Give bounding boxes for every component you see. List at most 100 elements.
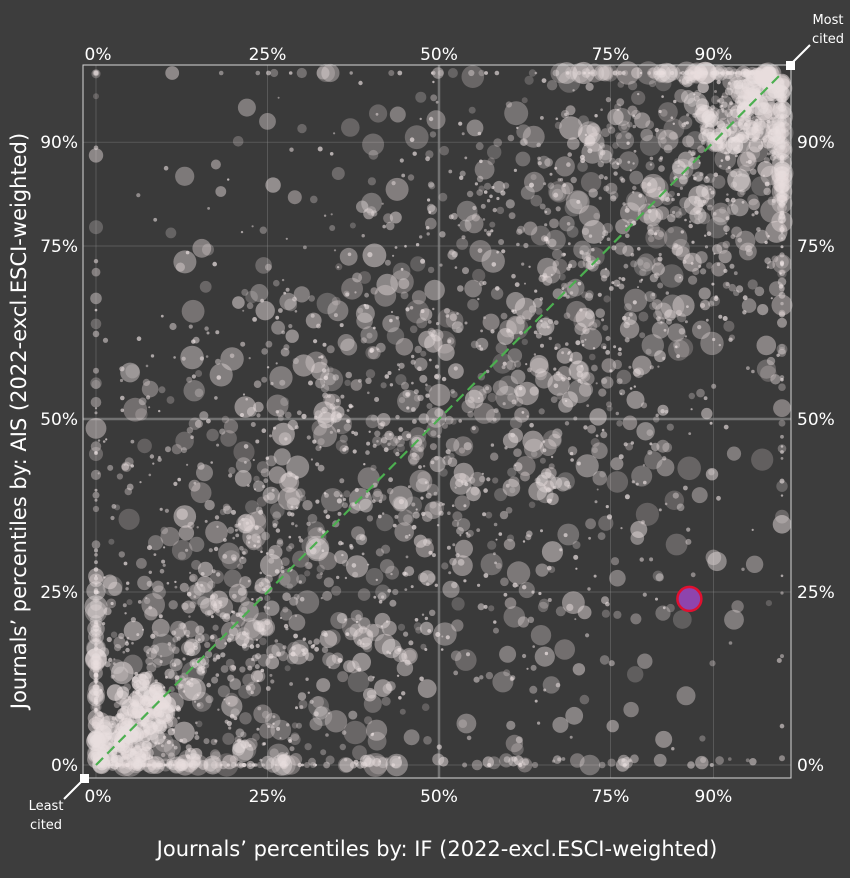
journal-point <box>240 731 247 738</box>
journal-point <box>720 159 724 162</box>
journal-point <box>388 70 395 76</box>
journal-point <box>513 168 518 172</box>
journal-point <box>495 562 502 569</box>
journal-point <box>730 197 736 203</box>
journal-point <box>394 514 399 519</box>
journal-point <box>151 759 162 771</box>
journal-point <box>204 326 209 331</box>
journal-point <box>692 267 700 276</box>
journal-point <box>448 452 455 460</box>
journal-point <box>553 367 557 371</box>
journal-point <box>531 761 539 769</box>
journal-point <box>659 70 665 76</box>
journal-point <box>374 679 392 697</box>
journal-point <box>688 432 692 435</box>
journal-point <box>420 350 427 357</box>
journal-point <box>709 763 714 767</box>
journal-point <box>466 533 471 538</box>
journal-point <box>437 343 455 361</box>
journal-point <box>719 206 727 214</box>
journal-point <box>439 263 443 267</box>
journal-point <box>261 763 266 767</box>
journal-point <box>177 551 186 560</box>
journal-point <box>323 509 328 514</box>
journal-point <box>445 311 464 330</box>
journal-point <box>687 761 695 769</box>
journal-point <box>336 575 340 580</box>
journal-point <box>251 225 254 228</box>
journal-point <box>713 296 719 302</box>
journal-point <box>570 176 577 184</box>
journal-point <box>764 257 771 265</box>
y-tick-label-left: 50% <box>40 410 78 430</box>
journal-point <box>629 312 633 317</box>
journal-point <box>623 763 627 767</box>
journal-point <box>396 363 400 367</box>
journal-point <box>638 311 649 322</box>
journal-point <box>493 620 497 624</box>
journal-point <box>634 112 651 129</box>
journal-point <box>703 176 710 183</box>
journal-point <box>194 731 199 735</box>
journal-point <box>186 753 202 769</box>
journal-point <box>93 668 99 675</box>
journal-point <box>509 676 515 682</box>
journal-point <box>541 78 547 83</box>
journal-point <box>190 435 194 440</box>
journal-point <box>764 181 770 187</box>
journal-point <box>502 361 507 366</box>
journal-point <box>585 82 594 91</box>
journal-point <box>93 673 99 679</box>
journal-point <box>92 662 100 670</box>
journal-point <box>325 733 329 737</box>
journal-point <box>422 465 426 468</box>
journal-point <box>409 446 424 461</box>
journal-point <box>169 322 177 331</box>
journal-point <box>204 610 212 617</box>
journal-point <box>508 212 516 220</box>
journal-point <box>228 627 239 637</box>
journal-point <box>756 359 777 379</box>
journal-point <box>711 175 726 189</box>
journal-point <box>778 225 786 233</box>
journal-point <box>496 206 505 215</box>
journal-point <box>105 438 108 441</box>
journal-point <box>780 179 784 183</box>
journal-point <box>437 70 444 76</box>
highlighted-journal-point[interactable] <box>676 585 703 613</box>
journal-point <box>287 190 302 205</box>
journal-point <box>566 603 574 612</box>
journal-point <box>307 691 310 694</box>
journal-point <box>275 315 280 320</box>
journal-point <box>106 636 112 643</box>
journal-point <box>137 575 152 591</box>
journal-point <box>320 597 323 600</box>
journal-point <box>506 534 515 542</box>
journal-point <box>725 71 730 75</box>
journal-point <box>110 754 119 763</box>
journal-point <box>174 585 178 589</box>
journal-point <box>517 225 525 234</box>
journal-point <box>218 542 240 565</box>
journal-point <box>642 464 646 467</box>
journal-point <box>298 699 308 709</box>
journal-point <box>189 573 198 583</box>
journal-point <box>114 690 129 705</box>
journal-point <box>174 580 177 584</box>
journal-point <box>769 154 776 161</box>
journal-point <box>341 118 360 137</box>
journal-point <box>164 508 169 513</box>
journal-point <box>429 501 437 509</box>
journal-point <box>519 331 523 335</box>
journal-point <box>622 202 626 206</box>
journal-point <box>366 206 377 216</box>
journal-point <box>307 513 318 524</box>
journal-point <box>522 430 544 452</box>
journal-point <box>276 651 282 657</box>
journal-point <box>295 706 298 710</box>
journal-point <box>424 334 443 353</box>
journal-point <box>704 234 707 237</box>
y-tick-label-left: 25% <box>40 583 78 603</box>
journal-point <box>557 757 562 762</box>
journal-point <box>347 670 370 693</box>
